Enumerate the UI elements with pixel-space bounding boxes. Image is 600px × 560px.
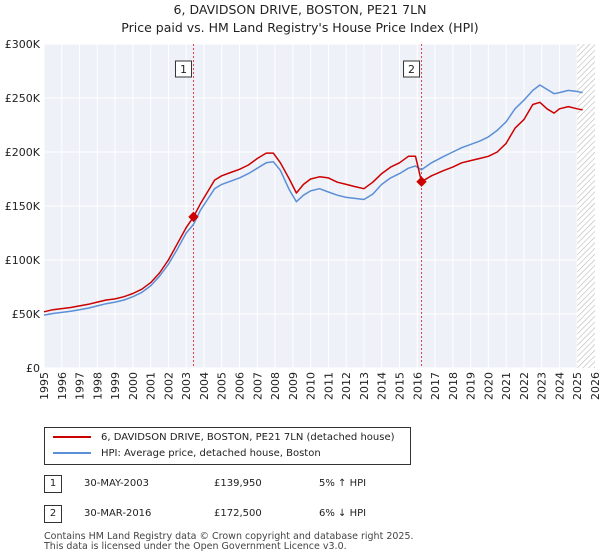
sale-badge-box (174, 60, 192, 78)
chart-title-block: 6, DAVIDSON DRIVE, BOSTON, PE21 7LN Pric… (0, 1, 600, 37)
y-tick-label: £50K (12, 308, 41, 321)
sale-badge-label: 1 (180, 63, 187, 76)
x-tick-label: 2006 (234, 372, 247, 400)
sale-price: £139,950 (214, 478, 262, 489)
x-tick-label: 2017 (429, 372, 442, 400)
x-tick-label: 2003 (180, 372, 193, 400)
sale-badge: 2 (44, 505, 62, 523)
x-tick-label: 2014 (376, 372, 389, 400)
x-tick-label: 2018 (447, 372, 460, 400)
sale-hpi-diff: 6% ↓ HPI (319, 508, 367, 519)
footer-line-1: Contains HM Land Registry data © Crown c… (44, 531, 414, 542)
x-tick-label: 2025 (571, 372, 584, 400)
series-line (43, 101, 583, 313)
x-tick-label: 2016 (411, 372, 424, 400)
y-tick-label: £0 (26, 362, 40, 375)
footer-line-2: This data is licensed under the Open Gov… (44, 541, 347, 552)
sale-row-1: 1 30-MAY-2003 £139,950 5% ↑ HPI (44, 475, 564, 495)
sale-badge-box (403, 60, 421, 78)
x-tick-label: 2021 (500, 372, 513, 400)
sale-hpi-diff: 5% ↑ HPI (319, 478, 367, 489)
sale-point (416, 176, 427, 187)
x-tick-label: 2013 (358, 372, 371, 400)
legend-label-property: 6, DAVIDSON DRIVE, BOSTON, PE21 7LN (det… (101, 432, 395, 443)
sale-price: £172,500 (214, 508, 262, 519)
chart-title: 6, DAVIDSON DRIVE, BOSTON, PE21 7LN (173, 2, 427, 17)
x-tick-label: 2002 (162, 372, 175, 400)
x-tick-label: 2022 (518, 372, 531, 400)
y-tick-label: £250K (5, 92, 41, 105)
legend-swatch-property (53, 436, 91, 438)
series-lines (43, 84, 583, 316)
series-line (43, 84, 583, 316)
y-tick-label: £300K (5, 38, 41, 51)
x-tick-label: 2012 (340, 372, 353, 400)
x-tick-label: 2009 (287, 372, 300, 400)
legend-swatch-hpi (53, 452, 91, 454)
x-tick-label: 2023 (536, 372, 549, 400)
x-tick-label: 1995 (38, 372, 51, 400)
legend-item-property: 6, DAVIDSON DRIVE, BOSTON, PE21 7LN (det… (53, 430, 395, 446)
x-tick-label: 1999 (109, 372, 122, 400)
x-tick-label: 2019 (465, 372, 478, 400)
x-tick-label: 2020 (482, 372, 495, 400)
sale-points (188, 176, 427, 223)
y-tick-label: £150K (5, 200, 41, 213)
x-tick-label: 1997 (74, 372, 87, 400)
x-tick-label: 2008 (269, 372, 282, 400)
legend: 6, DAVIDSON DRIVE, BOSTON, PE21 7LN (det… (44, 427, 411, 465)
footer-attribution: Contains HM Land Registry data © Crown c… (44, 532, 584, 552)
sale-date: 30-MAY-2003 (84, 478, 150, 489)
sale-marker-lines (192, 44, 423, 368)
sale-point (188, 211, 199, 223)
forecast-hatch (577, 44, 595, 368)
x-tick-label: 2001 (145, 372, 158, 400)
x-tick-label: 2011 (322, 372, 335, 400)
x-tick-label: 1996 (56, 372, 69, 400)
y-tick-label: £200K (5, 146, 41, 159)
y-axis-ticks: £0 £50K £100K £150K £200K £250K £300K (5, 38, 41, 375)
x-tick-label: 2024 (553, 372, 566, 400)
sale-date: 30-MAR-2016 (84, 508, 152, 519)
legend-label-hpi: HPI: Average price, detached house, Bost… (101, 448, 321, 459)
sale-badge-label: 2 (408, 63, 415, 76)
y-tick-label: £100K (5, 254, 41, 267)
sale-badge: 1 (44, 475, 62, 493)
x-tick-label: 2004 (198, 372, 211, 400)
x-tick-label: 2010 (305, 372, 318, 400)
chart-subtitle: Price paid vs. HM Land Registry's House … (121, 20, 479, 35)
x-tick-label: 1998 (91, 372, 104, 400)
x-tick-label: 2005 (216, 372, 229, 400)
x-axis-ticks: 1995 1996 1997 1998 1999 2000 2001 2002 2003 2004… (38, 372, 600, 400)
x-tick-label: 2000 (127, 372, 140, 400)
sale-row-2: 2 30-MAR-2016 £172,500 6% ↓ HPI (44, 505, 564, 525)
x-tick-label: 2026 (589, 372, 600, 400)
x-tick-label: 2015 (393, 372, 406, 400)
legend-item-hpi: HPI: Average price, detached house, Bost… (53, 446, 321, 462)
x-tick-label: 2007 (251, 372, 264, 400)
